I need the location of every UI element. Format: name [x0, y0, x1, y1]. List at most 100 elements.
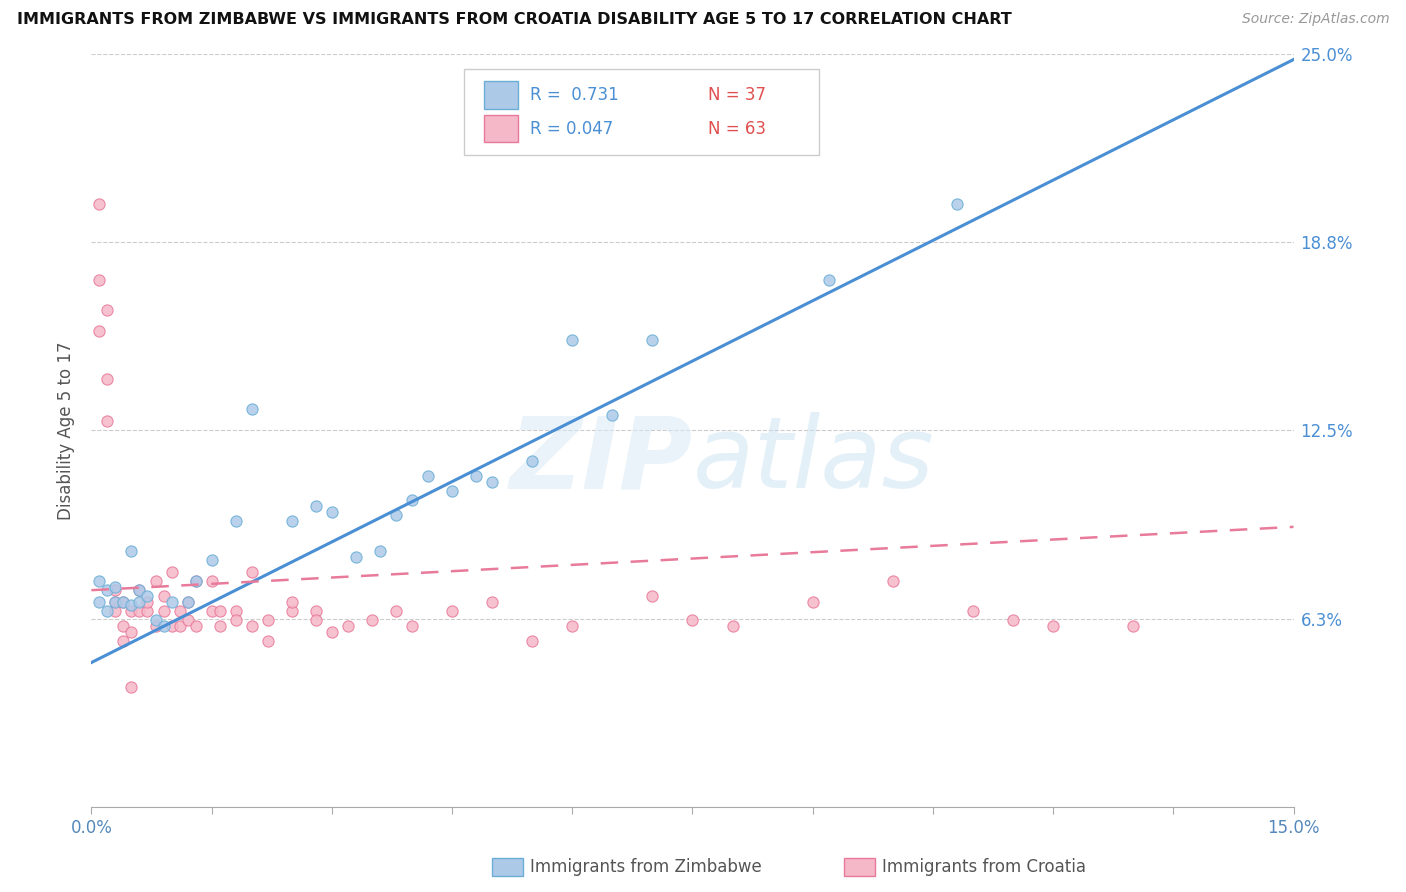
Point	[96, 372, 118, 386]
Point	[305, 613, 328, 627]
Text: R =  0.731: R = 0.731	[530, 86, 619, 104]
Point	[89, 574, 111, 589]
Point	[522, 453, 544, 467]
Point	[169, 604, 191, 618]
Point	[401, 619, 423, 633]
Point	[1042, 619, 1064, 633]
Point	[882, 574, 904, 589]
Point	[128, 583, 150, 598]
Point	[104, 595, 127, 609]
Point	[240, 402, 263, 417]
Point	[96, 302, 118, 317]
Point	[401, 492, 423, 507]
FancyBboxPatch shape	[485, 115, 519, 143]
Point	[128, 604, 150, 618]
Point	[321, 625, 343, 640]
Point	[440, 483, 463, 498]
Point	[112, 634, 135, 648]
Point	[152, 589, 174, 603]
Point	[121, 544, 143, 558]
Point	[96, 414, 118, 428]
Y-axis label: Disability Age 5 to 17: Disability Age 5 to 17	[58, 341, 76, 520]
Point	[121, 625, 143, 640]
Text: ZIP: ZIP	[509, 412, 692, 509]
Point	[112, 619, 135, 633]
Point	[281, 604, 304, 618]
Point	[817, 273, 839, 287]
Point	[281, 595, 304, 609]
Text: Immigrants from Zimbabwe: Immigrants from Zimbabwe	[530, 858, 762, 876]
Point	[416, 468, 439, 483]
Point	[136, 589, 159, 603]
Point	[225, 604, 247, 618]
Point	[305, 604, 328, 618]
FancyBboxPatch shape	[485, 81, 519, 109]
Point	[801, 595, 824, 609]
Point	[184, 574, 207, 589]
Point	[641, 333, 664, 347]
Point	[481, 475, 503, 489]
Point	[321, 505, 343, 519]
Text: Immigrants from Croatia: Immigrants from Croatia	[882, 858, 1085, 876]
Point	[112, 595, 135, 609]
Point	[160, 595, 183, 609]
Point	[160, 565, 183, 579]
Point	[176, 613, 198, 627]
Point	[256, 613, 278, 627]
Text: N = 37: N = 37	[709, 86, 766, 104]
Point	[962, 604, 984, 618]
Point	[440, 604, 463, 618]
Point	[104, 580, 127, 594]
Point	[281, 514, 304, 528]
Point	[128, 595, 150, 609]
Point	[336, 619, 359, 633]
Point	[169, 619, 191, 633]
Point	[305, 499, 328, 513]
Point	[1001, 613, 1024, 627]
Text: N = 63: N = 63	[709, 120, 766, 138]
Point	[368, 544, 391, 558]
Point	[104, 604, 127, 618]
Point	[360, 613, 382, 627]
Point	[89, 324, 111, 338]
Point	[136, 604, 159, 618]
Point	[240, 565, 263, 579]
Point	[641, 589, 664, 603]
Text: atlas: atlas	[692, 412, 934, 509]
Point	[385, 604, 408, 618]
Point	[160, 619, 183, 633]
Point	[681, 613, 703, 627]
Point	[89, 197, 111, 211]
Point	[184, 574, 207, 589]
Point	[112, 595, 135, 609]
Point	[145, 619, 167, 633]
Point	[561, 333, 583, 347]
Point	[89, 595, 111, 609]
Text: IMMIGRANTS FROM ZIMBABWE VS IMMIGRANTS FROM CROATIA DISABILITY AGE 5 TO 17 CORRE: IMMIGRANTS FROM ZIMBABWE VS IMMIGRANTS F…	[17, 12, 1012, 27]
Point	[561, 619, 583, 633]
Point	[176, 595, 198, 609]
Point	[465, 468, 488, 483]
Point	[201, 604, 224, 618]
Point	[145, 613, 167, 627]
Point	[602, 409, 624, 423]
Point	[721, 619, 744, 633]
Text: R = 0.047: R = 0.047	[530, 120, 613, 138]
Point	[121, 680, 143, 694]
Point	[1122, 619, 1144, 633]
Point	[946, 197, 969, 211]
Point	[481, 595, 503, 609]
Point	[208, 619, 231, 633]
Point	[96, 583, 118, 598]
Point	[104, 595, 127, 609]
Point	[240, 619, 263, 633]
Point	[201, 574, 224, 589]
Point	[152, 619, 174, 633]
Point	[152, 604, 174, 618]
Point	[208, 604, 231, 618]
Text: Source: ZipAtlas.com: Source: ZipAtlas.com	[1241, 12, 1389, 26]
Point	[121, 604, 143, 618]
Point	[225, 514, 247, 528]
FancyBboxPatch shape	[464, 69, 818, 155]
Point	[176, 595, 198, 609]
